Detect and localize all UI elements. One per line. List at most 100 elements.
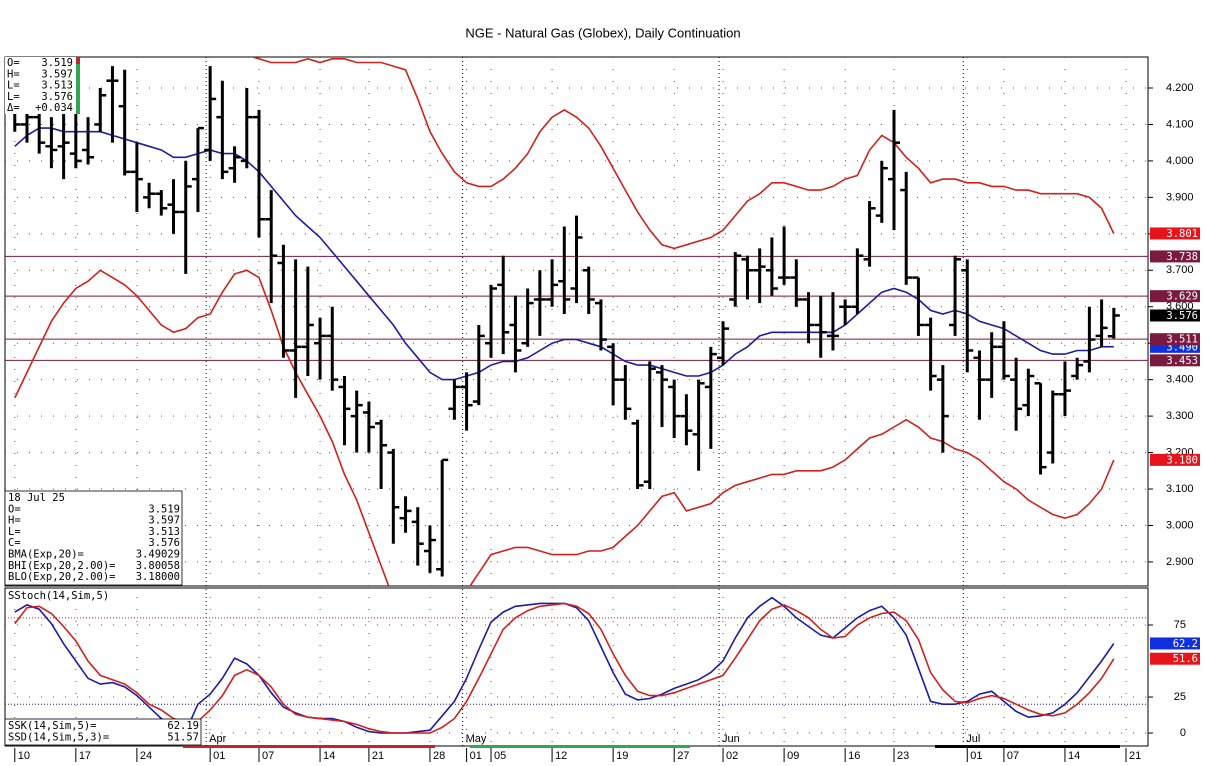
y-tick-label: 75 xyxy=(1174,619,1186,631)
y-tick-label: 3.300 xyxy=(1166,410,1194,422)
x-tick-label: 21 xyxy=(372,750,384,762)
legend-label: BLO(Exp,20,2.00)= xyxy=(8,571,115,583)
readout-value: +0.034 xyxy=(35,102,73,114)
x-tick-label: 14 xyxy=(1068,750,1080,762)
x-tick-label: 16 xyxy=(848,750,860,762)
x-tick-label: 07 xyxy=(262,750,274,762)
value-box-label: 3.738 xyxy=(1166,251,1198,263)
info-value: 3.519 xyxy=(148,503,180,515)
y-tick-label: 3.900 xyxy=(1166,191,1194,203)
month-label: Jul xyxy=(966,733,980,745)
value-box-label: 51.6 xyxy=(1173,653,1198,665)
x-tick-label: 01 xyxy=(213,750,225,762)
info-box xyxy=(4,718,202,746)
y-tick-label: 4.000 xyxy=(1166,155,1194,167)
y-tick-label: 0 xyxy=(1180,727,1186,739)
y-tick-label: 3.700 xyxy=(1166,264,1194,276)
value-box-label: 3.576 xyxy=(1166,310,1198,322)
info-label: C= xyxy=(8,537,21,549)
x-tick-label: 21 xyxy=(1129,750,1141,762)
legend-value: 3.18000 xyxy=(136,571,180,583)
readout-label: L= xyxy=(7,80,20,92)
x-tick-label: 05 xyxy=(494,750,506,762)
x-tick-label: 24 xyxy=(140,750,152,762)
indicator-line xyxy=(250,57,1115,250)
price-panel xyxy=(4,56,1149,587)
y-tick-label: 3.100 xyxy=(1166,483,1194,495)
x-tick-label: 27 xyxy=(677,750,689,762)
month-label: Apr xyxy=(209,733,226,745)
value-box-label: 3.453 xyxy=(1166,355,1198,367)
legend-value: 62.19 xyxy=(167,720,199,732)
chart-title: NGE - Natural Gas (Globex), Daily Contin… xyxy=(465,25,740,40)
x-tick-label: 28 xyxy=(433,750,445,762)
x-tick-label: 01 xyxy=(470,750,482,762)
month-label: Jun xyxy=(722,733,740,745)
value-box xyxy=(1150,227,1200,240)
readout-flag xyxy=(76,64,80,114)
value-box xyxy=(1150,354,1200,367)
y-tick-label: 25 xyxy=(1174,691,1186,703)
period-strip xyxy=(470,745,690,748)
legend-value: 51.57 xyxy=(167,732,199,744)
legend-label: BMA(Exp,20)= xyxy=(8,549,84,561)
legend-value: 3.80058 xyxy=(136,560,180,572)
x-tick-label: 01 xyxy=(970,750,982,762)
info-date: 18 Jul 25 xyxy=(8,492,65,504)
x-tick-label: 19 xyxy=(616,750,628,762)
panel-title: SStoch(14,Sim,5) xyxy=(8,590,109,602)
readout-label: L= xyxy=(7,91,20,103)
value-box-label: 3.180 xyxy=(1166,454,1198,466)
y-tick-label: 4.100 xyxy=(1166,118,1194,130)
x-tick-label: 14 xyxy=(323,750,335,762)
y-tick-label: 2.900 xyxy=(1166,556,1194,568)
legend-label: BHI(Exp,20,2.00)= xyxy=(8,560,115,572)
x-tick-label: 17 xyxy=(79,750,91,762)
value-box-label: 3.511 xyxy=(1166,334,1198,346)
y-tick-label: 3.400 xyxy=(1166,374,1194,386)
info-value: 3.576 xyxy=(148,537,180,549)
readout-label: O= xyxy=(7,57,20,69)
readout-value: 3.513 xyxy=(41,80,73,92)
overlay: 3.8013.4903.7383.6293.5763.5113.4533.180… xyxy=(4,57,1200,746)
value-box-label: 3.629 xyxy=(1166,291,1198,303)
x-tick-label: 23 xyxy=(897,750,909,762)
value-box xyxy=(1150,309,1200,322)
x-tick-label: 12 xyxy=(555,750,567,762)
info-label: H= xyxy=(8,515,21,527)
info-value: 3.513 xyxy=(148,526,180,538)
readout-value: 3.519 xyxy=(41,57,73,69)
value-box xyxy=(1150,333,1200,346)
period-strip xyxy=(935,745,1120,748)
readout-flag xyxy=(76,57,80,64)
value-box-label: 3.801 xyxy=(1166,228,1198,240)
readout-value: 3.576 xyxy=(41,91,73,103)
readout-value: 3.597 xyxy=(41,68,73,80)
value-box-label: 62.2 xyxy=(1173,638,1198,650)
x-tick-label: 07 xyxy=(1007,750,1019,762)
legend-label: SSD(14,Sim,5,3)= xyxy=(8,732,109,744)
y-tick-label: 4.200 xyxy=(1166,82,1194,94)
info-box xyxy=(4,490,183,586)
value-box xyxy=(1150,290,1200,303)
value-box xyxy=(1150,453,1200,466)
x-tick-label: 02 xyxy=(726,750,738,762)
x-tick-label: 09 xyxy=(787,750,799,762)
readout-box xyxy=(5,57,80,114)
info-value: 3.597 xyxy=(148,515,180,527)
period-strip xyxy=(183,745,435,748)
value-box xyxy=(1150,637,1200,650)
readout-label: Δ= xyxy=(7,102,20,114)
info-label: L= xyxy=(8,526,21,538)
legend-value: 3.49029 xyxy=(136,549,180,561)
month-label: May xyxy=(466,733,487,745)
legend-label: SSK(14,Sim,5)= xyxy=(8,720,97,732)
value-box xyxy=(1150,652,1200,665)
indicator-line xyxy=(14,269,1115,586)
value-box xyxy=(1150,250,1200,263)
y-tick-label: 3.000 xyxy=(1166,519,1194,531)
info-label: O= xyxy=(8,503,21,515)
readout-label: H= xyxy=(7,68,20,80)
